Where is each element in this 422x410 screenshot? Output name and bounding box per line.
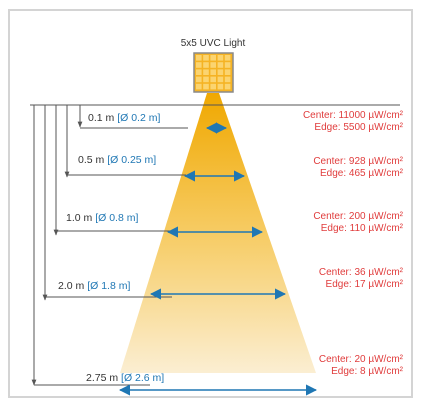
led-array-icon [193,52,234,93]
led-cell [217,76,224,83]
center-irradiance: Center: 11000 µW/cm² [303,110,404,121]
led-cell [224,62,231,68]
led-cell [210,83,216,90]
led-cell [210,55,216,61]
led-cell [203,83,209,90]
center-irradiance: Center: 200 µW/cm² [313,211,403,222]
distance-value: 2.75 m [86,372,121,384]
center-irradiance: Center: 928 µW/cm² [313,156,403,167]
led-cell [210,76,216,83]
led-cell [210,62,216,68]
light-label: 5x5 UVC Light [181,38,246,49]
diameter-value: [Ø 2.6 m] [121,372,164,384]
led-cell [196,62,202,68]
led-cell [196,83,202,90]
edge-irradiance: Edge: 17 µW/cm² [326,279,404,290]
distance-value: 0.5 m [78,154,107,166]
led-cell [217,55,224,61]
edge-irradiance: Edge: 8 µW/cm² [331,366,404,377]
distance-label: 2.0 m [Ø 1.8 m] [58,280,130,292]
center-irradiance: Center: 20 µW/cm² [319,354,404,365]
edge-irradiance: Edge: 110 µW/cm² [321,223,404,234]
distance-guides [30,104,400,396]
led-cell [203,55,209,61]
led-cell [210,69,216,75]
distance-label: 0.1 m [Ø 0.2 m] [88,112,160,124]
center-irradiance: Center: 36 µW/cm² [319,267,404,278]
distance-label: 1.0 m [Ø 0.8 m] [66,212,138,224]
distance-value: 1.0 m [66,212,95,224]
level-labels: 0.1 m [Ø 0.2 m] Center: 11000 µW/cm²Edge:… [58,110,404,384]
led-cell [203,76,209,83]
led-cell [224,76,231,83]
led-cell [196,55,202,61]
edge-irradiance: Edge: 5500 µW/cm² [314,122,403,133]
distance-value: 2.0 m [58,280,87,292]
led-cell [224,69,231,75]
diameter-value: [Ø 0.8 m] [95,212,138,224]
diameter-value: [Ø 0.25 m] [107,154,156,166]
distance-label: 0.5 m [Ø 0.25 m] [78,154,156,166]
led-cell [224,55,231,61]
led-cell [196,69,202,75]
diameter-value: [Ø 0.2 m] [117,112,160,124]
led-cell [217,62,224,68]
led-cell [224,83,231,90]
diameter-value: [Ø 1.8 m] [87,280,130,292]
distance-label: 2.75 m [Ø 2.6 m] [86,372,164,384]
led-cell [196,76,202,83]
led-cell [203,69,209,75]
led-cell [217,69,224,75]
distance-value: 0.1 m [88,112,117,124]
led-cell [203,62,209,68]
edge-irradiance: Edge: 465 µW/cm² [320,168,404,179]
led-cell [217,83,224,90]
